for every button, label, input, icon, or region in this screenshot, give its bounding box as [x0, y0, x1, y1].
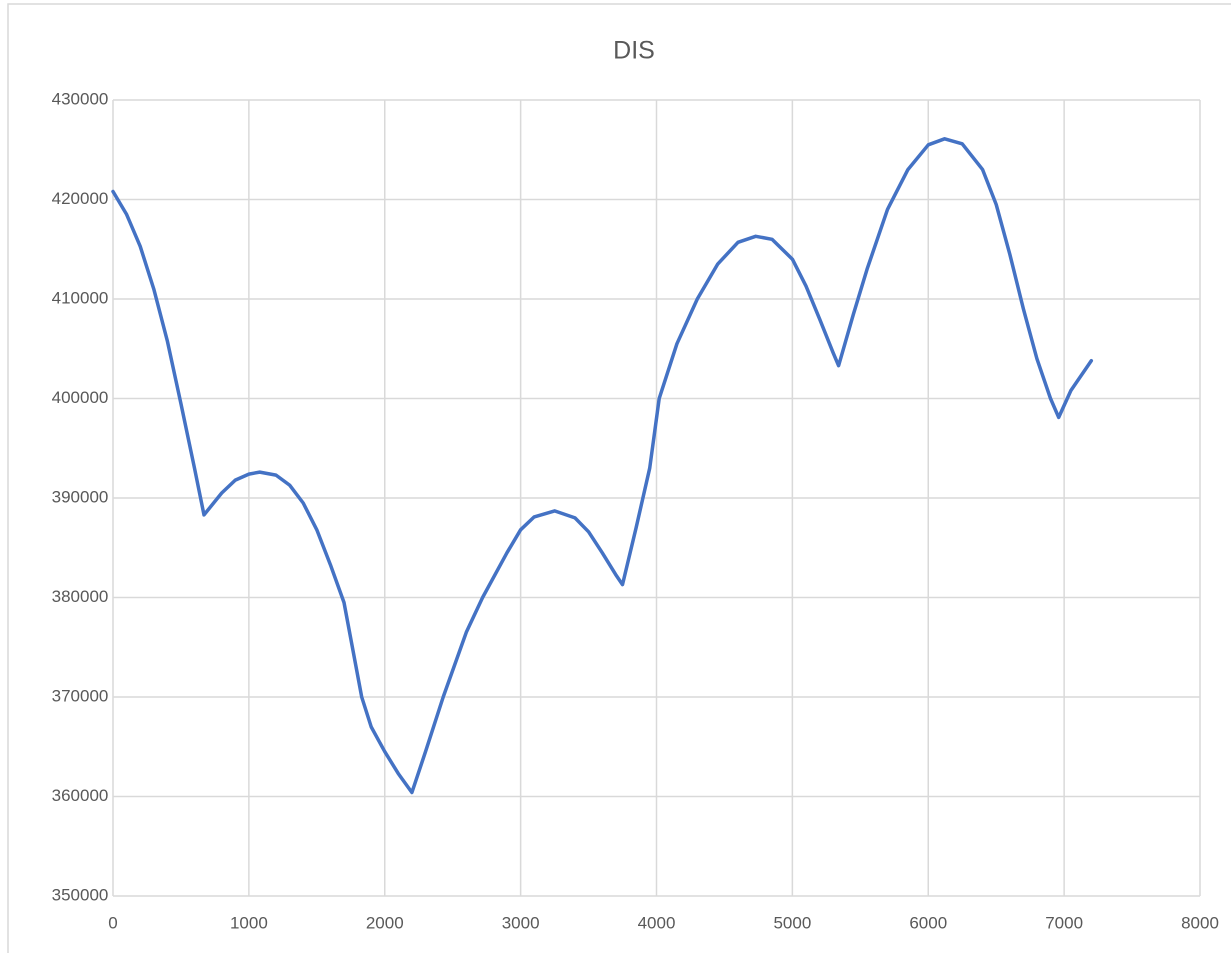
y-tick-label: 390000 — [52, 487, 109, 506]
y-tick-label: 400000 — [52, 388, 109, 407]
y-tick-label: 410000 — [52, 288, 109, 307]
y-tick-label: 350000 — [52, 885, 109, 904]
x-tick-label: 4000 — [638, 913, 676, 932]
x-tick-label: 5000 — [773, 913, 811, 932]
x-tick-label: 2000 — [366, 913, 404, 932]
chart-title: DIS — [613, 37, 655, 65]
x-tick-label: 0 — [108, 913, 117, 932]
x-tick-label: 3000 — [502, 913, 540, 932]
x-tick-label: 1000 — [230, 913, 268, 932]
x-tick-label: 7000 — [1045, 913, 1083, 932]
y-tick-label: 370000 — [52, 686, 109, 705]
chart-border — [7, 3, 1231, 953]
data-line — [111, 137, 1094, 795]
x-tick-label: 8000 — [1181, 913, 1219, 932]
y-tick-label: 430000 — [52, 89, 109, 108]
y-tick-label: 380000 — [52, 587, 109, 606]
y-tick-label: 420000 — [52, 189, 109, 208]
x-tick-label: 6000 — [909, 913, 947, 932]
y-tick-label: 360000 — [52, 786, 109, 805]
